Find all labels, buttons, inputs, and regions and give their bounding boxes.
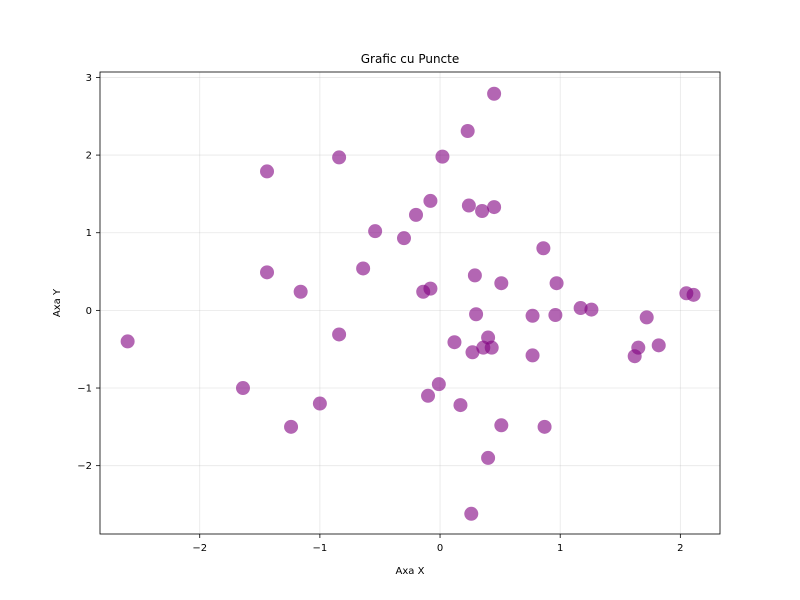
data-point: [475, 203, 490, 218]
data-point: [686, 287, 701, 302]
data-point: [332, 327, 347, 342]
data-point: [494, 418, 509, 433]
data-point: [639, 310, 654, 325]
data-point: [484, 340, 499, 355]
axis-ticks: −2 −1 0 1 2 −2 −1 0 1 2 3: [77, 73, 683, 554]
data-point: [235, 381, 250, 396]
data-point: [487, 86, 502, 101]
data-point: [651, 338, 666, 353]
data-point: [469, 307, 484, 322]
y-tick-label: 2: [86, 151, 92, 162]
data-point: [461, 198, 476, 213]
grid: [100, 72, 720, 534]
data-point: [409, 207, 424, 222]
x-axis-label: Axa X: [396, 566, 425, 577]
data-point: [423, 281, 438, 296]
y-tick-label: 3: [86, 73, 92, 84]
data-point: [464, 506, 479, 521]
y-tick-label: 0: [86, 306, 92, 317]
data-point: [487, 200, 502, 215]
y-tick-label: −2: [77, 461, 92, 472]
data-point: [548, 308, 563, 323]
data-point: [368, 224, 383, 239]
data-point: [260, 164, 275, 179]
data-point: [284, 419, 299, 434]
data-point: [465, 345, 480, 360]
data-point: [447, 335, 462, 350]
data-point: [431, 377, 446, 392]
data-point: [537, 419, 552, 434]
data-point: [494, 276, 509, 291]
data-point: [435, 149, 450, 164]
data-point: [332, 150, 347, 165]
data-point: [549, 276, 564, 291]
data-points: [120, 86, 701, 521]
y-axis-label: Axa Y: [52, 288, 63, 317]
x-tick-label: 0: [437, 543, 443, 554]
data-point: [356, 261, 371, 276]
y-tick-label: −1: [77, 384, 92, 395]
chart-title: Grafic cu Puncte: [361, 52, 460, 66]
data-point: [312, 396, 327, 411]
data-point: [260, 265, 275, 280]
data-point: [584, 302, 599, 317]
data-point: [453, 398, 468, 413]
x-tick-label: 2: [677, 543, 683, 554]
data-point: [120, 334, 135, 349]
data-point: [421, 388, 436, 403]
plot-frame: [99, 71, 721, 535]
data-point: [525, 348, 540, 363]
x-tick-label: −2: [192, 543, 207, 554]
data-point: [293, 284, 308, 299]
data-point: [460, 124, 475, 139]
x-tick-label: −1: [313, 543, 328, 554]
data-point: [573, 301, 588, 316]
data-point: [467, 268, 482, 283]
data-point: [525, 308, 540, 323]
x-tick-label: 1: [557, 543, 563, 554]
data-point: [631, 340, 646, 355]
data-point: [396, 231, 411, 246]
y-tick-label: 1: [86, 228, 92, 239]
data-point: [481, 450, 496, 465]
data-point: [423, 193, 438, 208]
data-point: [536, 241, 551, 256]
